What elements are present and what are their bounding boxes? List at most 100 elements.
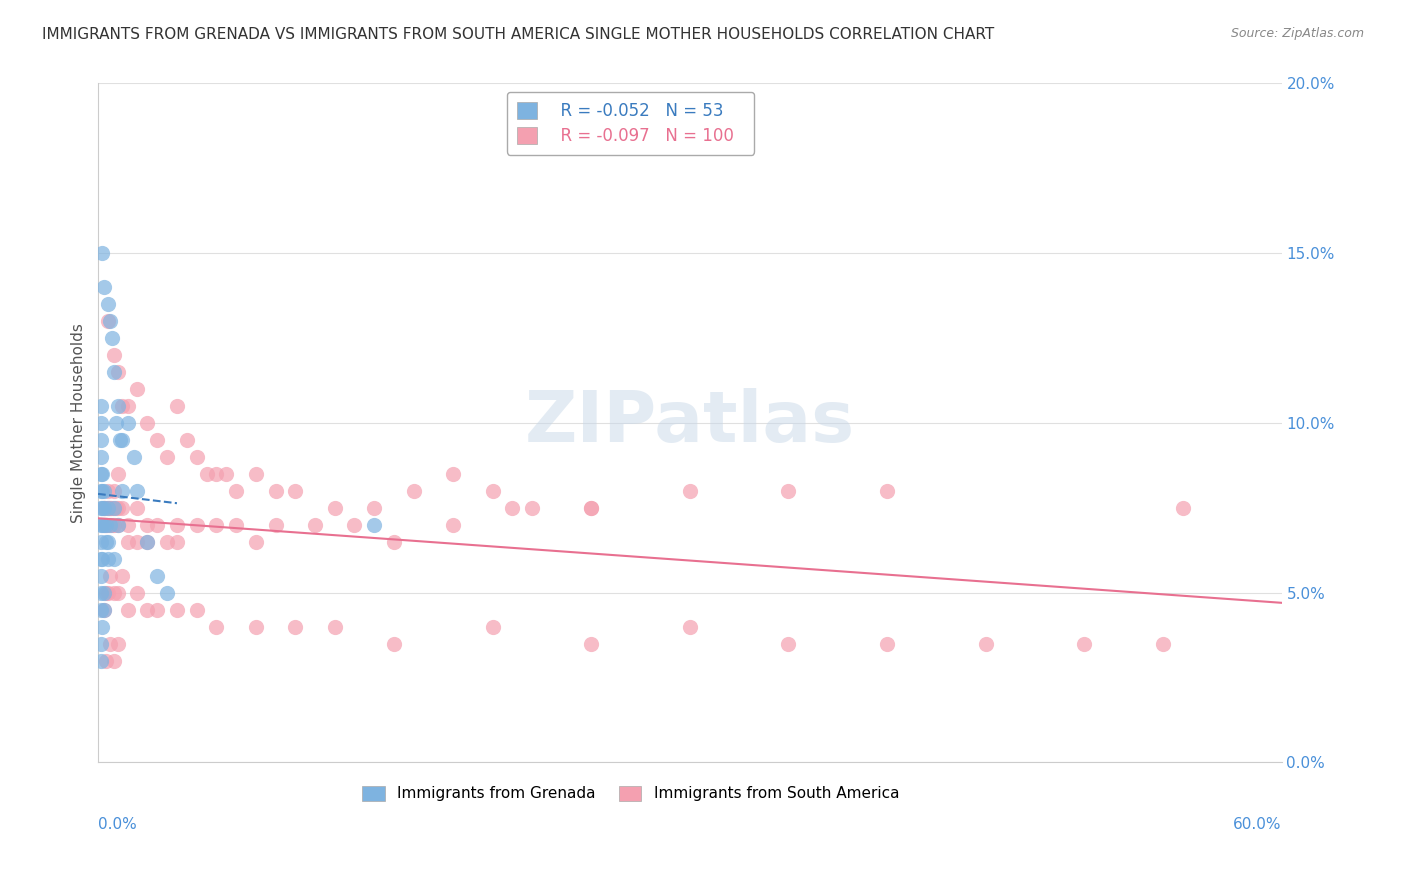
Point: [94, 517, 117, 532]
Point: [94, 585, 117, 599]
Point: [98, 500, 121, 515]
Point: [127, 382, 149, 396]
Point: [284, 483, 307, 498]
Point: [104, 500, 127, 515]
Point: [90, 568, 112, 582]
Point: [98, 517, 121, 532]
Point: [90, 517, 112, 532]
Point: [176, 433, 198, 447]
Point: [363, 500, 385, 515]
Point: [186, 450, 208, 464]
Point: [304, 517, 326, 532]
Point: [103, 585, 125, 599]
Point: [90, 433, 112, 447]
Point: [98, 500, 121, 515]
Point: [107, 637, 129, 651]
Point: [156, 534, 179, 549]
Point: [103, 551, 125, 566]
Point: [91, 517, 114, 532]
Point: [90, 483, 112, 498]
Point: [97, 297, 120, 311]
Point: [111, 483, 134, 498]
Point: [127, 483, 149, 498]
Point: [104, 416, 127, 430]
Point: [876, 483, 898, 498]
Y-axis label: Single Mother Households: Single Mother Households: [72, 323, 86, 523]
Point: [264, 483, 287, 498]
Point: [520, 500, 543, 515]
Point: [103, 483, 125, 498]
Point: [93, 602, 115, 616]
Point: [90, 654, 112, 668]
Point: [111, 433, 134, 447]
Point: [98, 314, 121, 328]
Point: [91, 551, 114, 566]
Point: [323, 620, 346, 634]
Point: [166, 602, 188, 616]
Point: [186, 517, 208, 532]
Point: [136, 517, 159, 532]
Point: [323, 500, 346, 515]
Point: [90, 551, 112, 566]
Point: [245, 534, 267, 549]
Point: [93, 483, 115, 498]
Text: ZIPatlas: ZIPatlas: [524, 388, 855, 458]
Point: [107, 517, 129, 532]
Point: [1152, 637, 1174, 651]
Point: [98, 637, 121, 651]
Point: [97, 500, 120, 515]
Point: [382, 534, 405, 549]
Point: [93, 585, 115, 599]
Point: [481, 483, 503, 498]
Point: [136, 602, 159, 616]
Point: [94, 654, 117, 668]
Point: [93, 517, 115, 532]
Point: [93, 500, 115, 515]
Point: [111, 500, 134, 515]
Point: [215, 467, 238, 481]
Point: [441, 467, 464, 481]
Point: [107, 467, 129, 481]
Point: [205, 517, 228, 532]
Point: [343, 517, 366, 532]
Point: [166, 534, 188, 549]
Point: [186, 602, 208, 616]
Point: [117, 399, 139, 413]
Point: [111, 399, 134, 413]
Point: [117, 517, 139, 532]
Point: [90, 602, 112, 616]
Point: [93, 500, 115, 515]
Point: [146, 433, 169, 447]
Point: [579, 500, 602, 515]
Point: [156, 585, 179, 599]
Legend:   R = -0.052   N = 53  ,   R = -0.097   N = 100  : R = -0.052 N = 53 , R = -0.097 N = 100: [506, 92, 755, 155]
Point: [90, 585, 112, 599]
Point: [225, 483, 247, 498]
Point: [117, 602, 139, 616]
Point: [90, 500, 112, 515]
Point: [91, 467, 114, 481]
Point: [166, 517, 188, 532]
Point: [97, 585, 120, 599]
Point: [94, 534, 117, 549]
Point: [107, 399, 129, 413]
Point: [103, 654, 125, 668]
Point: [225, 517, 247, 532]
Point: [195, 467, 218, 481]
Point: [90, 399, 112, 413]
Point: [97, 517, 120, 532]
Point: [778, 637, 800, 651]
Point: [90, 534, 112, 549]
Point: [679, 620, 702, 634]
Point: [205, 467, 228, 481]
Text: IMMIGRANTS FROM GRENADA VS IMMIGRANTS FROM SOUTH AMERICA SINGLE MOTHER HOUSEHOLD: IMMIGRANTS FROM GRENADA VS IMMIGRANTS FR…: [42, 27, 994, 42]
Point: [108, 433, 131, 447]
Point: [97, 551, 120, 566]
Point: [501, 500, 523, 515]
Point: [101, 500, 124, 515]
Point: [127, 585, 149, 599]
Point: [107, 517, 129, 532]
Point: [90, 637, 112, 651]
Point: [93, 280, 115, 294]
Point: [107, 365, 129, 379]
